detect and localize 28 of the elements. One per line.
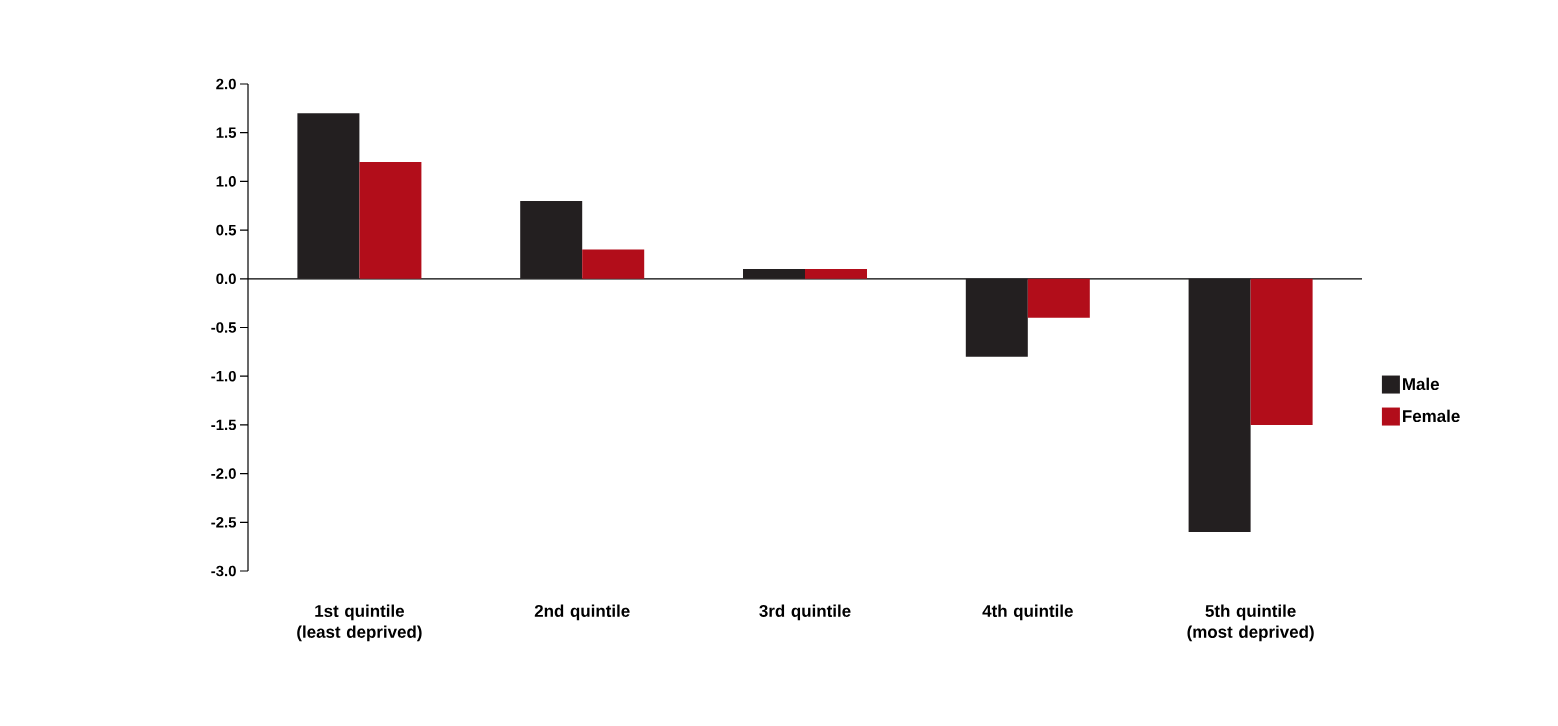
y-tick-label: 0.0 bbox=[216, 273, 236, 285]
x-tick-label: 4th quintile bbox=[982, 604, 1073, 621]
x-tick-label: 3rd quintile bbox=[759, 604, 851, 621]
y-tick-label: -2.0 bbox=[211, 468, 236, 479]
y-tick-label: -1.0 bbox=[211, 370, 236, 382]
bar bbox=[743, 269, 805, 279]
bar bbox=[965, 278, 1028, 357]
bar bbox=[1188, 278, 1251, 533]
bar bbox=[359, 161, 422, 279]
y-tick-label: 0.5 bbox=[216, 224, 237, 236]
x-tick-label: 1st quintile (least deprived) bbox=[297, 604, 422, 642]
y-tick-label: -1.5 bbox=[211, 419, 237, 431]
bar bbox=[297, 113, 360, 279]
x-tick-label: 5th quintile (most deprived) bbox=[1187, 604, 1314, 642]
y-tick-label: -2.5 bbox=[211, 517, 237, 528]
bar bbox=[1250, 278, 1313, 425]
bar bbox=[1027, 278, 1090, 318]
bar bbox=[582, 249, 645, 279]
bar bbox=[805, 269, 867, 279]
legend-label: Male bbox=[1403, 377, 1439, 391]
y-tick-label: 2.0 bbox=[216, 78, 236, 90]
y-tick-label: -0.5 bbox=[211, 322, 237, 333]
x-tick-label: 2nd quintile bbox=[534, 604, 630, 621]
y-tick-label: 1.5 bbox=[216, 127, 237, 138]
bar bbox=[520, 200, 583, 279]
y-tick-label: 1.0 bbox=[216, 176, 236, 187]
y-tick-label: -3.0 bbox=[211, 565, 236, 577]
legend-label: Female bbox=[1403, 409, 1460, 423]
